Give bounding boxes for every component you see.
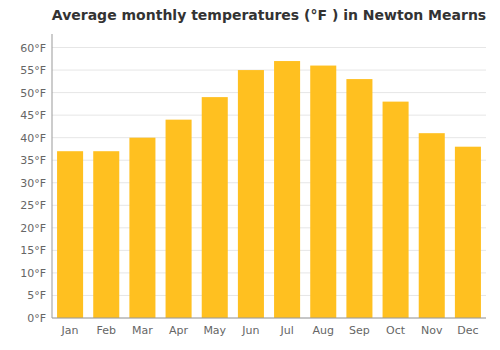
y-tick-label: 45°F	[20, 109, 46, 122]
y-tick-label: 5°F	[27, 289, 46, 302]
y-tick-label: 55°F	[20, 64, 46, 77]
bar	[57, 151, 83, 318]
bar	[346, 79, 372, 318]
y-grid	[52, 48, 486, 318]
y-tick-label: 20°F	[20, 222, 46, 235]
grid-line	[52, 318, 486, 319]
x-tick-label: Dec	[457, 324, 478, 337]
y-tick-label: 30°F	[20, 177, 46, 190]
x-tick-label: May	[203, 324, 226, 337]
y-tick-label: 50°F	[20, 87, 46, 100]
x-tick-label: Apr	[169, 324, 189, 337]
bar	[455, 147, 481, 318]
chart-title: Average monthly temperatures (°F ) in Ne…	[52, 7, 486, 23]
x-tick-label: Nov	[421, 324, 443, 337]
x-axis-line	[52, 318, 486, 319]
chart-svg: Average monthly temperatures (°F ) in Ne…	[0, 0, 500, 350]
grid-line	[52, 92, 486, 93]
y-tick-label: 25°F	[20, 199, 46, 212]
bar	[238, 70, 264, 318]
x-tick-label: Jan	[61, 324, 79, 337]
x-tick-label: Aug	[313, 324, 334, 337]
y-tick-label: 40°F	[20, 132, 46, 145]
y-tick-label: 0°F	[27, 312, 46, 325]
y-tick-label: 60°F	[20, 42, 46, 55]
bar	[274, 61, 300, 318]
bar	[93, 151, 119, 318]
x-tick-label: Feb	[97, 324, 116, 337]
bar	[129, 138, 155, 318]
grid-line	[52, 115, 486, 116]
y-tick-labels: 0°F 5°F 10°F 15°F 20°F 25°F 30°F 35°F 40°F 45°F 50…	[20, 42, 46, 325]
x-tick-label: Oct	[386, 324, 406, 337]
y-tick-label: 15°F	[20, 244, 46, 257]
bar	[383, 102, 409, 318]
x-tick-label: Sep	[349, 324, 370, 337]
bar	[310, 66, 336, 318]
bar	[419, 133, 445, 318]
y-tick-label: 10°F	[20, 267, 46, 280]
y-tick-label: 35°F	[20, 154, 46, 167]
chart-container: Average monthly temperatures (°F ) in Ne…	[0, 0, 500, 350]
x-tick-label: Jul	[279, 324, 293, 337]
y-axis-line	[52, 34, 53, 318]
x-tick-label: Mar	[132, 324, 153, 337]
grid-line	[52, 70, 486, 71]
x-tick-label: Jun	[241, 324, 259, 337]
bar	[166, 120, 192, 318]
grid-line	[52, 47, 486, 48]
x-tick-labels: Jan Feb Mar Apr May Jun Jul Aug Sep Oct Nov Dec	[61, 324, 479, 337]
bars	[57, 61, 481, 318]
bar	[202, 97, 228, 318]
